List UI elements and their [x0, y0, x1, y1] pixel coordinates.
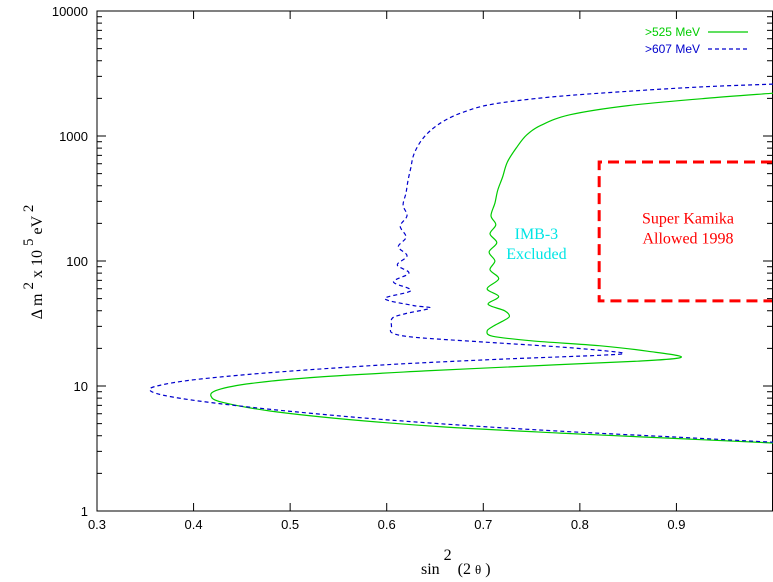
y-tick-label: 10	[74, 379, 88, 394]
plot-frame	[96, 10, 773, 512]
x-tick-label: 0.3	[88, 517, 106, 532]
curves	[149, 83, 773, 444]
x-tick-label: 0.6	[378, 517, 396, 532]
y-axis-label-times: x 10	[29, 250, 46, 278]
y-tick-label: 10000	[52, 4, 88, 19]
allowed-region	[597, 160, 772, 303]
x-axis-label-sup: 2	[444, 547, 452, 564]
allowed-region-box	[597, 160, 772, 303]
legend-label-1: >525 MeV	[645, 25, 700, 39]
series-line-1	[210, 92, 773, 444]
x-tick-label: 0.9	[667, 517, 685, 532]
x-axis-label: sin 2 (2 θ )	[421, 547, 491, 578]
annotations: IMB-3 Excluded Super Kamika Allowed 1998	[506, 210, 734, 263]
y-tick-label: 100	[66, 254, 88, 269]
ticks: 0.3 0.4 0.5 0.6 0.7 0.8 0.9 1 10 100 1000 10000	[52, 4, 772, 532]
x-axis-label-sin: sin	[421, 561, 440, 578]
annotation-sk-line-1: Super Kamika	[642, 210, 734, 227]
x-axis-label-theta: θ	[475, 562, 481, 577]
series-line-2	[149, 83, 773, 443]
y-axis-label-m-sup: 2	[21, 282, 37, 290]
x-axis-label-arg: (2	[458, 561, 471, 578]
x-axis-label-close: )	[485, 561, 490, 578]
legend: >525 MeV >607 MeV	[645, 25, 748, 56]
x-tick-label: 0.5	[281, 517, 299, 532]
annotation-imb-line-2: Excluded	[506, 246, 566, 263]
annotation-sk-line-2: Allowed 1998	[642, 230, 733, 247]
y-axis-label-unit: eV	[29, 215, 46, 234]
x-tick-label: 0.7	[474, 517, 492, 532]
y-axis-label-exp: 5	[21, 239, 37, 247]
x-tick-label: 0.8	[571, 517, 589, 532]
y-axis-label-m: m	[29, 293, 46, 306]
legend-label-2: >607 MeV	[645, 42, 700, 56]
annotation-imb-line-1: IMB-3	[515, 226, 559, 243]
x-tick-label: 0.4	[185, 517, 203, 532]
axes	[96, 10, 773, 512]
y-axis-label-delta: Δ	[29, 309, 46, 319]
y-tick-label: 1	[81, 504, 88, 519]
y-tick-label: 1000	[59, 129, 88, 144]
y-axis-label: Δ m 2 x 10 5 eV 2	[20, 205, 46, 320]
y-axis-label-unit-sup: 2	[21, 205, 37, 213]
